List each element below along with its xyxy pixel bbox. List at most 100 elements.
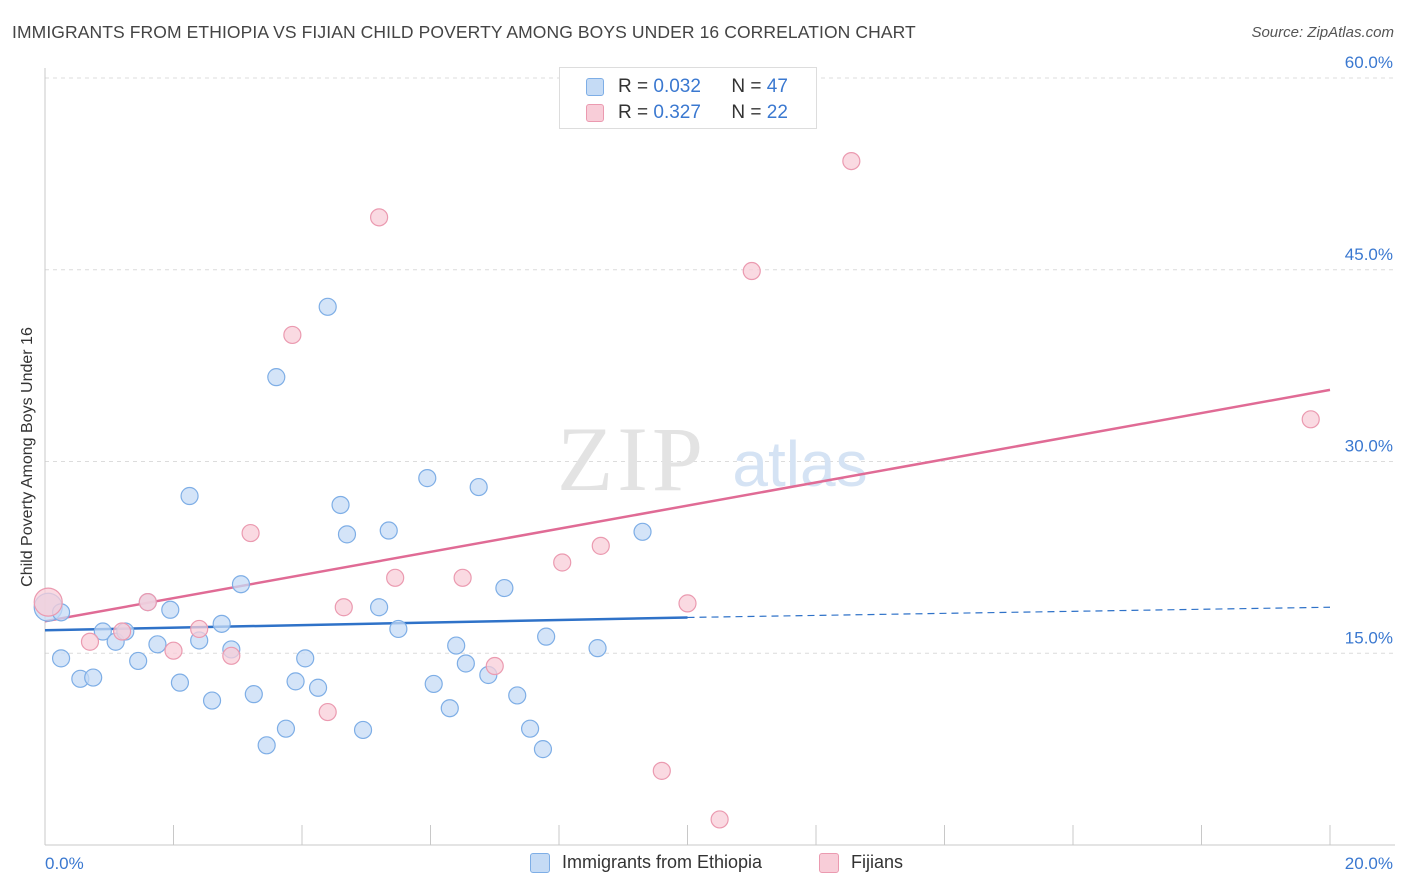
chart-title: IMMIGRANTS FROM ETHIOPIA VS FIJIAN CHILD… bbox=[12, 22, 916, 42]
ethiopia-n-value: 47 bbox=[766, 76, 788, 97]
ethiopia-point bbox=[331, 495, 350, 515]
fijian-point bbox=[241, 523, 260, 543]
bottom-legend-fijians-swatch bbox=[819, 852, 839, 873]
ethiopia-point bbox=[244, 685, 263, 704]
fijian-point bbox=[334, 598, 353, 617]
fijian-point bbox=[386, 568, 405, 587]
fijian-point bbox=[318, 702, 337, 722]
ticklabel-layer: 15.0% 30.0% 45.0% 60.0% 0.0% 20.0% bbox=[45, 53, 1393, 873]
trend-layer bbox=[44, 388, 1331, 632]
watermark-zip: ZIP bbox=[557, 408, 707, 510]
fijian-point bbox=[1301, 410, 1320, 429]
y-tick-label: 30.0% bbox=[1345, 437, 1393, 456]
watermark-atlas: atlas bbox=[732, 428, 867, 500]
ethiopia-point bbox=[180, 486, 199, 506]
fijian-point bbox=[112, 622, 132, 641]
ethiopia-point bbox=[379, 521, 398, 540]
ethiopia-point bbox=[212, 614, 231, 633]
fijian-point bbox=[485, 656, 504, 676]
ethiopia-point bbox=[231, 575, 251, 594]
y-tick-label: 15.0% bbox=[1345, 628, 1393, 647]
fijian-point bbox=[80, 632, 100, 651]
fijian-point bbox=[678, 594, 697, 613]
ethiopia-point bbox=[148, 635, 167, 654]
ethiopia-point bbox=[533, 740, 553, 759]
fijian-point bbox=[33, 587, 63, 617]
bottom-legend-ethiopia-swatch bbox=[530, 852, 550, 873]
fijian-point bbox=[591, 536, 610, 555]
x-tick-label-min: 0.0% bbox=[45, 854, 84, 873]
ethiopia-point bbox=[370, 598, 389, 617]
ethiopia-point bbox=[447, 636, 466, 655]
stats-legend-row-fijian: R = 0.327 N = 22 bbox=[586, 101, 788, 125]
y-axis-label: Child Poverty Among Boys Under 16 bbox=[19, 327, 36, 587]
fijian-r-value: 0.327 bbox=[653, 102, 701, 123]
grid-layer bbox=[45, 77, 1395, 654]
ethiopia-point bbox=[129, 651, 148, 671]
axes-layer bbox=[44, 68, 1395, 846]
ethiopia-point bbox=[84, 668, 103, 687]
ethiopia-point bbox=[308, 678, 328, 697]
fijian-trend-line bbox=[44, 388, 1331, 623]
ethiopia-point bbox=[93, 622, 112, 641]
ethiopia-point bbox=[520, 719, 540, 738]
ethiopia-point bbox=[440, 699, 459, 718]
fijian-point bbox=[652, 761, 671, 780]
fijian-point bbox=[164, 641, 183, 660]
ethiopia-point bbox=[318, 297, 337, 316]
ethiopia-point bbox=[286, 672, 305, 691]
ethiopia-point bbox=[202, 691, 222, 710]
x-tick-label-max: 20.0% bbox=[1345, 854, 1393, 873]
ethiopia-point bbox=[276, 719, 296, 738]
bottom-legend-ethiopia: Immigrants from Ethiopia bbox=[530, 852, 762, 873]
ethiopia-trend-line bbox=[44, 616, 688, 632]
fijian-point bbox=[710, 810, 729, 829]
ethiopia-point bbox=[170, 673, 190, 692]
ethiopia-point bbox=[456, 654, 475, 673]
fijian-point bbox=[553, 553, 572, 572]
fijian-point bbox=[842, 151, 861, 171]
points-layer bbox=[33, 151, 1320, 829]
fijian-point bbox=[370, 208, 389, 227]
fijian-point bbox=[453, 568, 472, 587]
stats-legend: R = 0.032 N = 47 R = 0.327 N = 22 bbox=[559, 67, 817, 129]
fijian-r-label: R = bbox=[618, 102, 649, 123]
ethiopia-point bbox=[337, 525, 357, 544]
ethiopia-trend-extension bbox=[687, 606, 1331, 619]
y-tick-label: 60.0% bbox=[1345, 53, 1393, 72]
ethiopia-point bbox=[424, 674, 443, 694]
y-tick-label: 45.0% bbox=[1345, 245, 1393, 264]
ethiopia-n-label: N = bbox=[731, 76, 762, 97]
bottom-legend-ethiopia-label: Immigrants from Ethiopia bbox=[562, 852, 763, 872]
bottom-legend-fijians-label: Fijians bbox=[851, 852, 904, 872]
ethiopia-point bbox=[296, 649, 315, 668]
ethiopia-point bbox=[353, 720, 373, 740]
fijian-n-value: 22 bbox=[766, 102, 788, 123]
ethiopia-point bbox=[495, 578, 514, 598]
source-label: Source: ZipAtlas.com bbox=[1251, 24, 1394, 41]
ethiopia-swatch bbox=[586, 78, 604, 96]
ethiopia-point bbox=[588, 639, 607, 658]
fijian-point bbox=[222, 646, 241, 665]
ethiopia-point bbox=[257, 736, 276, 755]
ethiopia-point bbox=[51, 649, 71, 668]
fijian-point bbox=[190, 619, 209, 639]
ethiopia-point bbox=[161, 600, 180, 619]
fijian-point bbox=[138, 593, 157, 612]
fijian-point bbox=[283, 325, 302, 345]
ethiopia-r-label: R = bbox=[618, 76, 649, 97]
fijian-swatch bbox=[586, 104, 604, 122]
ethiopia-point bbox=[508, 686, 527, 705]
fijian-point bbox=[742, 261, 761, 281]
bottom-legend-fijians: Fijians bbox=[819, 852, 903, 873]
ethiopia-point bbox=[537, 627, 556, 646]
ethiopia-point bbox=[267, 368, 286, 387]
ethiopia-point bbox=[389, 619, 408, 639]
stats-legend-row-ethiopia: R = 0.032 N = 47 bbox=[586, 75, 788, 99]
ethiopia-point bbox=[633, 522, 652, 541]
fijian-n-label: N = bbox=[731, 102, 762, 123]
ethiopia-point bbox=[469, 477, 488, 497]
ethiopia-point bbox=[418, 469, 437, 488]
ethiopia-r-value: 0.032 bbox=[653, 76, 701, 97]
